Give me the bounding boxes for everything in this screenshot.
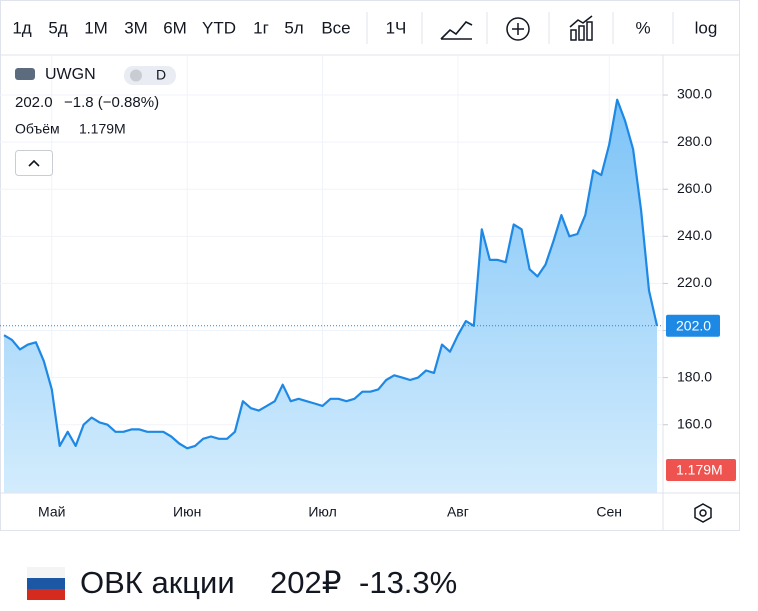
- area-fill: [4, 99, 657, 493]
- x-tick-label: Июл: [308, 504, 336, 520]
- y-tick-label: 300.0: [677, 86, 712, 102]
- price-line: [3, 98, 659, 450]
- y-tick-label: 280.0: [677, 133, 712, 149]
- y-tick-label: 260.0: [677, 180, 712, 196]
- x-tick-label: Сен: [596, 504, 622, 520]
- range-button[interactable]: 1г: [253, 18, 269, 37]
- range-button[interactable]: 6М: [163, 18, 187, 37]
- x-tick-label: Май: [38, 504, 65, 520]
- log-button[interactable]: log: [695, 18, 718, 37]
- collapse-icon: [28, 159, 40, 167]
- flag-blue: [27, 578, 65, 589]
- legend-change: −1.8 (−0.88%): [64, 94, 159, 111]
- last-price-label: 202.0: [676, 318, 711, 334]
- collapse-button[interactable]: [15, 150, 53, 176]
- settings-icon[interactable]: [694, 503, 712, 523]
- x-tick-label: Авг: [447, 504, 469, 520]
- plot: [0, 98, 663, 493]
- legend: UWGN D 202.0 −1.8 (−0.88%) Объём 1.179M: [15, 66, 176, 176]
- range-button[interactable]: 5л: [284, 18, 303, 37]
- indicators-icon[interactable]: [569, 15, 593, 41]
- interval-button[interactable]: 1Ч: [386, 18, 407, 37]
- y-tick-label: 220.0: [677, 274, 712, 290]
- logo: [15, 68, 35, 80]
- y-tick-label: 180.0: [677, 368, 712, 384]
- volume-label: 1.179M: [676, 462, 723, 478]
- range-button[interactable]: Все: [321, 18, 350, 37]
- footer-change: -13.3%: [359, 565, 457, 600]
- percent-button[interactable]: %: [635, 18, 650, 37]
- legend-price: 202.0: [15, 94, 53, 111]
- range-button[interactable]: YTD: [202, 18, 236, 37]
- axes: 160.0180.0200.0220.0240.0260.0280.0300.0…: [38, 86, 736, 520]
- footer: ОВК акции 202₽ -13.3%: [27, 565, 457, 600]
- flag-white: [27, 567, 65, 578]
- footer-price: 202₽: [270, 565, 341, 600]
- range-button[interactable]: 1д: [12, 18, 31, 37]
- status-dot: [130, 69, 142, 82]
- y-tick-label: 240.0: [677, 227, 712, 243]
- compare-icon[interactable]: [506, 17, 530, 41]
- legend-interval: D: [156, 67, 166, 83]
- range-button[interactable]: 3М: [124, 18, 148, 37]
- range-button[interactable]: 1М: [84, 18, 108, 37]
- toolbar: 1Ч % log 1д 5д 1М 3М 6М YTD 1г 5л Все: [12, 12, 717, 44]
- y-tick-label: 160.0: [677, 415, 712, 431]
- chart-type-icon[interactable]: [440, 21, 473, 40]
- flag-red: [27, 589, 65, 600]
- x-tick-label: Июн: [173, 504, 201, 520]
- legend-volume-name: Объём: [15, 121, 60, 137]
- volume-badge: [666, 459, 736, 481]
- legend-symbol: UWGN: [45, 66, 96, 83]
- range-button[interactable]: 5д: [48, 18, 67, 37]
- legend-volume: 1.179M: [79, 121, 126, 137]
- footer-name: ОВК акции: [80, 565, 235, 600]
- last-price-badge: [666, 314, 720, 337]
